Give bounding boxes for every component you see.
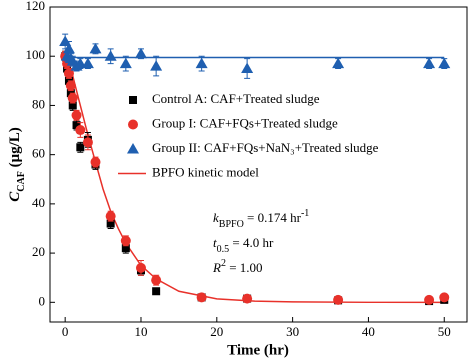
x-tick-label: 10 xyxy=(134,324,147,339)
annotation: kBPFO = 0.174 hr-1 xyxy=(213,208,309,230)
triangle-marker xyxy=(59,35,72,46)
legend-label: BPFO kinetic model xyxy=(152,164,259,179)
text-part: = 4.0 hr xyxy=(229,235,274,250)
annotation: R2 = 1.00 xyxy=(212,258,263,275)
y-tick-label: 60 xyxy=(32,146,45,161)
circle-marker xyxy=(242,293,253,304)
circle-marker xyxy=(71,110,82,121)
x-tick-label: 50 xyxy=(438,324,451,339)
square-marker xyxy=(68,101,77,110)
x-tick-label: 20 xyxy=(210,324,223,339)
circle-marker xyxy=(439,292,450,303)
y-tick-label: 120 xyxy=(26,0,46,13)
triangle-marker xyxy=(62,42,75,54)
triangle-marker xyxy=(81,57,94,69)
x-axis-label: Time (hr) xyxy=(227,342,289,358)
y-axis-label: CCAF (μg/L) xyxy=(7,127,26,202)
text-part: BPFO xyxy=(219,219,244,230)
text-part: -1 xyxy=(301,208,309,219)
square-marker xyxy=(72,121,81,130)
triangle-marker xyxy=(127,143,139,154)
circle-marker xyxy=(135,262,146,273)
x-tick-label: 30 xyxy=(286,324,299,339)
legend-label: Control A: CAF+Treated sludge xyxy=(152,91,320,106)
square-marker xyxy=(106,219,115,228)
triangle-marker xyxy=(241,62,254,74)
y-tick-label: 40 xyxy=(32,195,45,210)
circle-marker xyxy=(75,125,86,136)
text-part: R xyxy=(212,260,221,275)
text-part: C xyxy=(7,191,23,202)
y-tick-label: 20 xyxy=(32,244,45,259)
text-part: CAF xyxy=(16,171,27,192)
text-part: = 0.174 hr xyxy=(244,210,302,225)
plot-frame xyxy=(49,6,468,323)
triangle-marker xyxy=(134,47,147,59)
text-part: t xyxy=(213,235,217,250)
y-tick-label: 0 xyxy=(39,293,46,308)
square-marker xyxy=(76,143,85,152)
text-part: 0.5 xyxy=(217,244,230,255)
y-tick-label: 80 xyxy=(32,96,45,111)
circle-marker xyxy=(424,294,435,305)
x-tick-label: 0 xyxy=(62,324,69,339)
text-part: (μg/L) xyxy=(7,127,23,171)
triangle-marker xyxy=(89,42,102,54)
text-part: k xyxy=(213,210,219,225)
triangle-marker xyxy=(119,57,132,69)
circle-marker xyxy=(128,119,138,130)
circle-marker xyxy=(196,292,207,303)
triangle-marker xyxy=(438,57,451,69)
circle-marker xyxy=(105,211,116,222)
circle-marker xyxy=(151,275,162,286)
circle-marker xyxy=(82,137,93,148)
x-tick-label: 40 xyxy=(362,324,375,339)
circle-marker xyxy=(120,235,131,246)
annotation: t0.5 = 4.0 hr xyxy=(213,235,274,255)
triangle-marker xyxy=(74,57,87,69)
square-marker xyxy=(129,96,137,104)
legend-label: Group I: CAF+FQs+Treated sludge xyxy=(152,115,338,130)
legend-label: Group II: CAF+FQs+NaN₃+Treated sludge xyxy=(152,140,379,155)
triangle-marker xyxy=(195,57,208,69)
square-marker xyxy=(152,287,161,296)
triangle-marker xyxy=(150,60,163,71)
square-marker xyxy=(121,244,130,253)
circle-marker xyxy=(63,68,74,79)
triangle-marker xyxy=(332,57,345,69)
y-tick-label: 100 xyxy=(26,47,46,62)
text-part: = 1.00 xyxy=(226,260,263,275)
circle-marker xyxy=(67,93,78,104)
triangle-marker xyxy=(104,50,117,61)
circle-marker xyxy=(65,80,76,91)
circle-marker xyxy=(333,294,344,305)
circle-marker xyxy=(90,157,101,168)
text-part: 2 xyxy=(221,258,226,269)
triangle-marker xyxy=(423,57,436,69)
